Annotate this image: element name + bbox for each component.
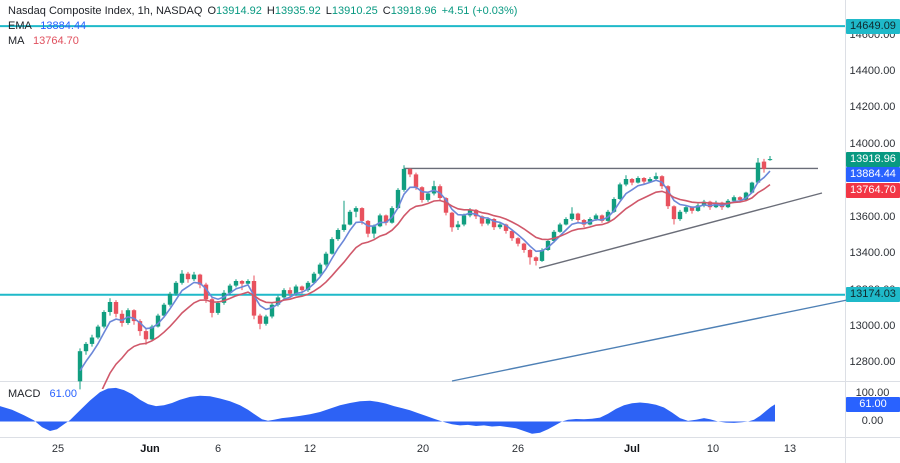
macd-value-badge: 61.00	[846, 396, 900, 412]
macd-value: 61.00	[49, 388, 77, 400]
time-tick: 6	[214, 443, 222, 455]
low-value: 13910.25	[331, 5, 378, 17]
open-value: 13914.92	[216, 5, 262, 17]
low-label: L	[325, 5, 332, 17]
time-tick: 25	[51, 443, 65, 455]
time-tick: 10	[706, 443, 720, 455]
high-value: 13935.92	[274, 5, 321, 17]
time-tick: Jul	[624, 443, 640, 455]
close-label: C	[382, 5, 391, 17]
time-tick: 26	[511, 443, 525, 455]
change-value: +4.51 (+0.03%)	[441, 5, 518, 17]
macd-label: MACD	[8, 388, 41, 400]
ma-label: MA	[8, 35, 24, 47]
time-tick: 13	[783, 443, 797, 455]
symbol-legend[interactable]: Nasdaq Composite Index, 1h, NASDAQ O13914…	[8, 4, 517, 49]
price-tick: 13400.00	[849, 247, 896, 260]
price-tick: 14400.00	[849, 64, 896, 77]
price-tick: 14200.00	[849, 101, 896, 114]
last-price-badge: 13918.96	[846, 151, 900, 167]
ma-value: 13764.70	[32, 35, 79, 47]
time-tick: 12	[303, 443, 317, 455]
macd-legend[interactable]: MACD 61.00	[8, 388, 77, 400]
time-axis[interactable]: 25 Jun 6 12 20 26 Jul 10 13	[0, 438, 900, 463]
symbol-ohlc-row: Nasdaq Composite Index, 1h, NASDAQ O13914…	[8, 4, 517, 18]
ema-value: 13884.44	[40, 20, 87, 32]
time-tick: Jun	[140, 443, 160, 455]
price-tick: 13600.00	[849, 210, 896, 223]
ma-legend-row[interactable]: MA 13764.70	[8, 34, 517, 48]
price-tick: 14000.00	[849, 137, 896, 150]
high-label: H	[266, 5, 275, 17]
price-tick: 12800.00	[849, 356, 896, 369]
time-tick: 20	[416, 443, 430, 455]
ema-legend-row[interactable]: EMA 13884.44	[8, 19, 517, 33]
close-value: 13918.96	[390, 5, 437, 17]
open-label: O	[207, 5, 216, 17]
price-tick: 13000.00	[849, 320, 896, 333]
ma-price-badge: 13764.70	[846, 182, 900, 198]
ema-label: EMA	[8, 20, 32, 32]
price-axis[interactable]: 14600.00 14400.00 14200.00 14000.00 13600.00…	[845, 0, 900, 463]
level-price-badge: 14649.09	[846, 18, 900, 34]
level-price-badge: 13174.03	[846, 287, 900, 303]
macd-tick: 0.00	[861, 415, 884, 427]
symbol-title: Nasdaq Composite Index, 1h, NASDAQ	[8, 5, 203, 17]
ema-price-badge: 13884.44	[846, 167, 900, 183]
macd-tick: 100.00	[855, 387, 890, 399]
